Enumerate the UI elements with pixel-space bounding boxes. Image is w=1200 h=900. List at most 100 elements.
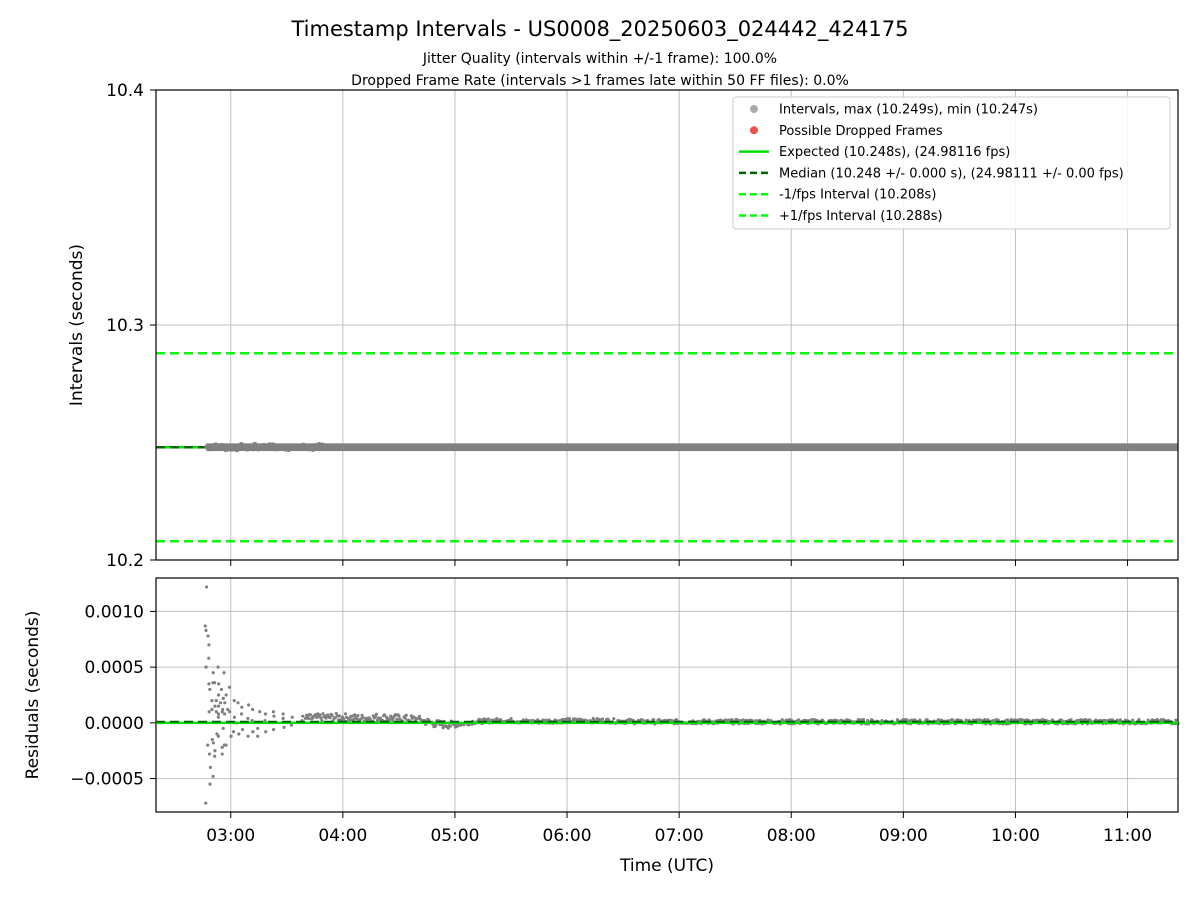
residual-point	[263, 712, 268, 716]
residual-point	[210, 698, 214, 703]
residual-point	[1069, 718, 1073, 722]
residual-point	[246, 734, 250, 738]
residual-point	[301, 714, 305, 718]
residual-point	[223, 712, 227, 716]
residual-point	[1137, 718, 1141, 722]
interval-point	[233, 446, 240, 453]
residual-point	[324, 716, 328, 720]
residual-point	[499, 718, 503, 722]
residual-point	[334, 711, 338, 716]
residual-point	[1131, 718, 1135, 722]
residual-point	[222, 671, 226, 675]
intervals-y-tick-label: 10.4	[106, 81, 144, 101]
residual-point	[674, 717, 679, 722]
residual-point	[216, 693, 221, 697]
residual-point	[210, 737, 214, 742]
jitter-quality-subtitle: Jitter Quality (intervals within +/-1 fr…	[422, 51, 777, 67]
residual-point	[250, 719, 254, 723]
residual-point	[417, 714, 422, 718]
residual-point	[206, 743, 210, 747]
residual-point	[373, 715, 377, 719]
residual-point	[256, 726, 260, 731]
time-tick-label: 07:00	[655, 826, 704, 846]
residual-point	[360, 713, 364, 717]
residuals-y-tick-label: 0.0010	[85, 602, 144, 622]
residual-point	[309, 713, 313, 717]
residual-point	[780, 718, 784, 722]
residual-point	[983, 717, 987, 722]
residual-point	[271, 727, 276, 732]
legend: Intervals, max (10.249s), min (10.247s) P…	[732, 96, 1171, 230]
residuals-y-tick-label: 0.0000	[85, 714, 144, 734]
interval-point	[321, 443, 328, 450]
residual-point	[224, 693, 228, 697]
residual-point	[361, 716, 365, 720]
residual-point	[231, 730, 236, 734]
legend-label: +1/fps Interval (10.288s)	[779, 209, 943, 224]
residual-point	[229, 734, 233, 738]
time-tick-label: 09:00	[879, 826, 928, 846]
residual-point	[382, 713, 387, 717]
residual-point	[237, 732, 241, 736]
residual-point	[220, 745, 224, 749]
residual-point	[306, 716, 311, 721]
residuals-panel: −0.0005 0.0000 0.0005 0.0010 03:00 04:00 05:0…	[23, 577, 1180, 876]
residual-point	[204, 585, 209, 589]
legend-label: -1/fps Interval (10.208s)	[779, 188, 936, 203]
residual-point	[337, 714, 341, 718]
chart-title: Timestamp Intervals - US0008_20250603_02…	[290, 17, 908, 42]
residual-point	[281, 712, 285, 716]
residual-point	[204, 801, 208, 805]
residual-point	[207, 656, 211, 660]
residual-point	[861, 718, 866, 722]
residual-point	[320, 719, 324, 723]
residual-point	[318, 713, 322, 717]
residual-point	[441, 726, 445, 730]
residual-point	[343, 712, 348, 716]
residual-point	[289, 723, 294, 727]
residual-point	[211, 741, 215, 745]
residual-point	[478, 718, 482, 722]
residual-point	[330, 713, 334, 718]
residual-point	[221, 696, 225, 700]
residual-point	[282, 725, 286, 729]
residual-point	[652, 718, 656, 722]
residual-point	[1088, 719, 1093, 723]
residual-point	[264, 730, 268, 734]
residual-point	[996, 718, 1000, 722]
legend-dropped-marker	[750, 126, 758, 135]
time-tick-label: 06:00	[543, 826, 592, 846]
residual-point	[418, 717, 423, 721]
residual-point	[281, 716, 285, 721]
residual-point	[741, 718, 745, 722]
residual-point	[207, 710, 211, 714]
residual-point	[397, 714, 401, 718]
residual-point	[216, 665, 220, 669]
residual-point	[600, 717, 605, 721]
residual-point	[223, 701, 227, 705]
legend-label: Expected (10.248s), (24.98116 fps)	[779, 145, 1010, 160]
residual-point	[236, 701, 240, 705]
residual-point	[509, 717, 513, 721]
residual-point	[319, 716, 323, 720]
residual-point	[208, 687, 212, 692]
residual-point	[239, 712, 244, 716]
time-tick-label: 11:00	[1103, 826, 1152, 846]
intervals-ylabel: Intervals (seconds)	[67, 244, 87, 406]
intervals-y-tick-label: 10.2	[106, 551, 144, 571]
residual-point	[221, 707, 225, 712]
residual-point	[250, 707, 255, 712]
time-xlabel: Time (UTC)	[619, 856, 714, 876]
residual-point	[221, 726, 225, 731]
residual-point	[448, 724, 452, 728]
legend-label: Intervals, max (10.249s), min (10.247s)	[779, 103, 1038, 118]
residual-point	[702, 718, 706, 722]
intervals-y-tick-label: 10.3	[106, 316, 144, 336]
residual-point	[214, 698, 218, 703]
residual-point	[567, 717, 572, 721]
legend-intervals-marker	[750, 105, 758, 113]
residual-point	[219, 687, 224, 692]
residual-point	[272, 714, 276, 718]
residuals-axes-frame	[155, 577, 1179, 813]
